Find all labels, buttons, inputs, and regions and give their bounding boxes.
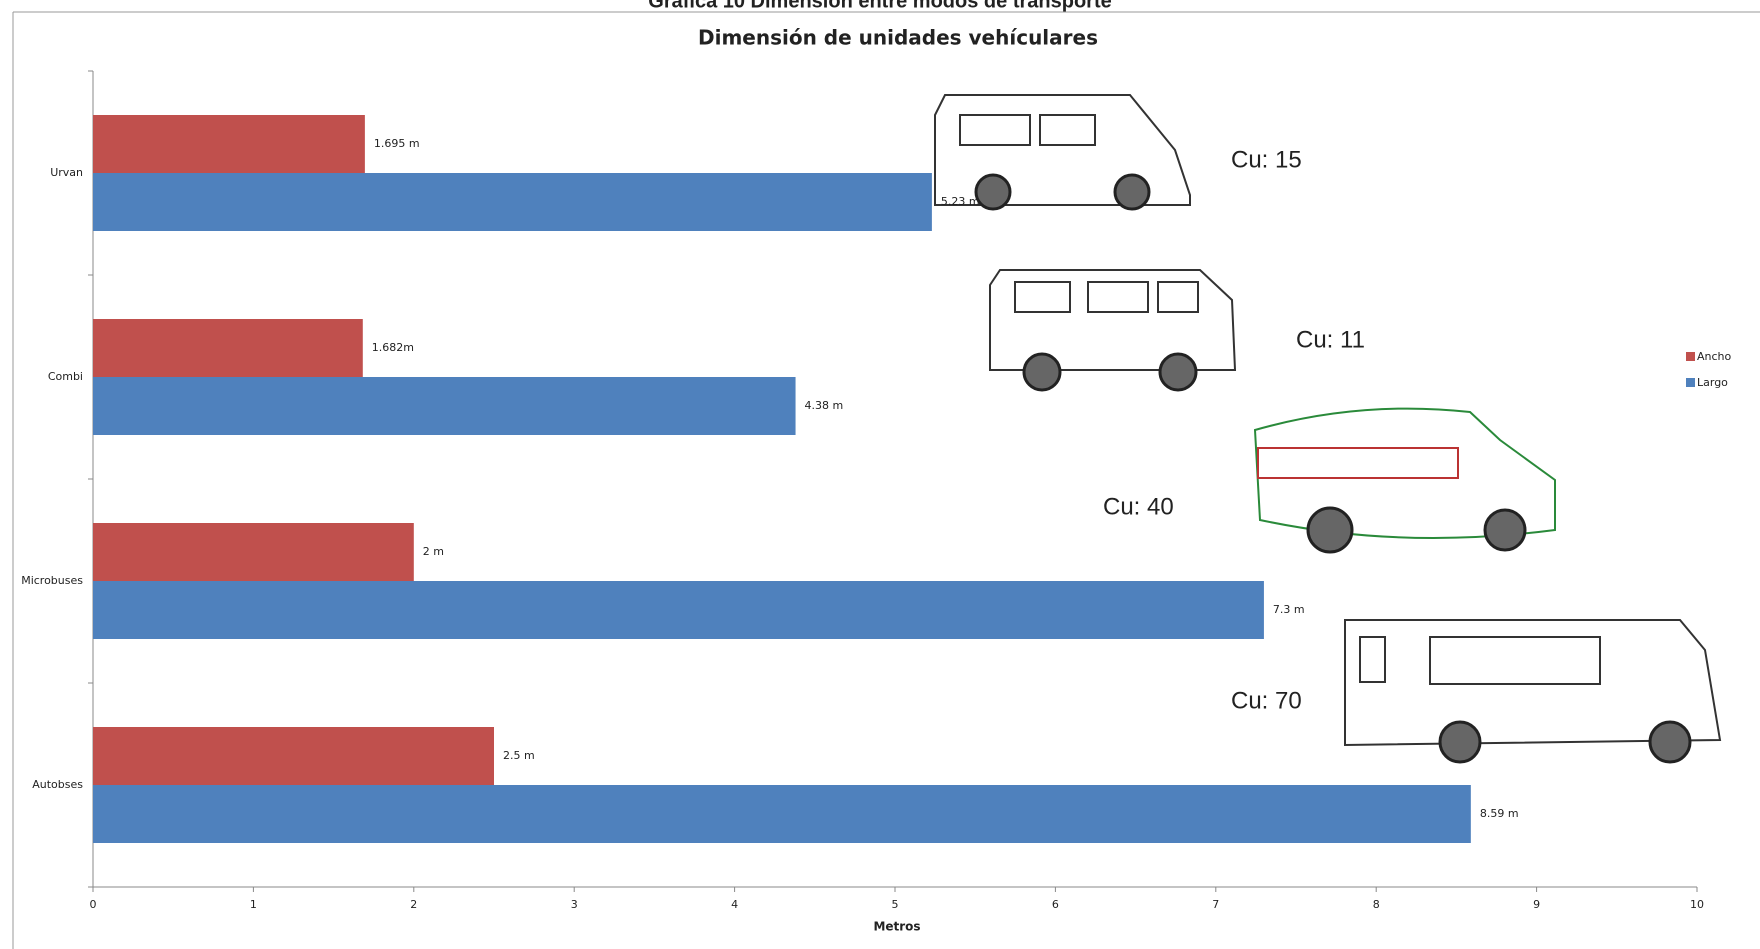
bar <box>93 173 932 231</box>
x-tick-label: 7 <box>1212 898 1219 911</box>
microbus-illustration <box>1253 407 1556 554</box>
y-tick-label: Autobses <box>32 778 83 791</box>
legend-swatch <box>1686 352 1695 361</box>
value-label: 5.23 m <box>941 195 980 208</box>
bar <box>93 377 796 435</box>
x-tick-label: 6 <box>1052 898 1059 911</box>
x-tick-label: 5 <box>892 898 899 911</box>
bar <box>93 581 1264 639</box>
legend-label: Ancho <box>1697 350 1732 363</box>
annotation: Cu: 70 <box>1231 687 1302 714</box>
value-label: 4.38 m <box>805 399 844 412</box>
value-label: 7.3 m <box>1273 603 1305 616</box>
legend-label: Largo <box>1697 376 1728 389</box>
x-tick-label: 10 <box>1690 898 1704 911</box>
bar <box>93 523 414 581</box>
value-label: 2 m <box>423 545 444 558</box>
annotation: Cu: 40 <box>1103 493 1174 520</box>
y-tick-label: Combi <box>48 370 83 383</box>
bar <box>93 115 365 173</box>
combi-illustration <box>989 269 1237 392</box>
value-label: 8.59 m <box>1480 807 1519 820</box>
value-label: 1.695 m <box>374 137 420 150</box>
bar <box>93 727 494 785</box>
autobus-illustration <box>1344 619 1722 764</box>
bar <box>93 785 1471 843</box>
bar <box>93 319 363 377</box>
annotation: Cu: 15 <box>1231 146 1302 173</box>
annotation: Cu: 11 <box>1296 326 1365 353</box>
value-label: 2.5 m <box>503 749 535 762</box>
x-tick-label: 0 <box>90 898 97 911</box>
page-title: Gráfica 10 Dimensión entre modos de tran… <box>648 0 1111 12</box>
x-tick-label: 2 <box>410 898 417 911</box>
x-tick-label: 1 <box>250 898 257 911</box>
x-tick-label: 4 <box>731 898 738 911</box>
y-tick-label: Microbuses <box>21 574 83 587</box>
x-tick-label: 9 <box>1533 898 1540 911</box>
x-axis-label: Metros <box>873 920 920 934</box>
value-label: 1.682m <box>372 341 414 354</box>
legend-swatch <box>1686 378 1695 387</box>
y-tick-label: Urvan <box>50 166 83 179</box>
x-tick-label: 3 <box>571 898 578 911</box>
urvan-illustration <box>934 94 1191 211</box>
x-tick-label: 8 <box>1373 898 1380 911</box>
chart-title: Dimensión de unidades vehículares <box>698 26 1098 50</box>
